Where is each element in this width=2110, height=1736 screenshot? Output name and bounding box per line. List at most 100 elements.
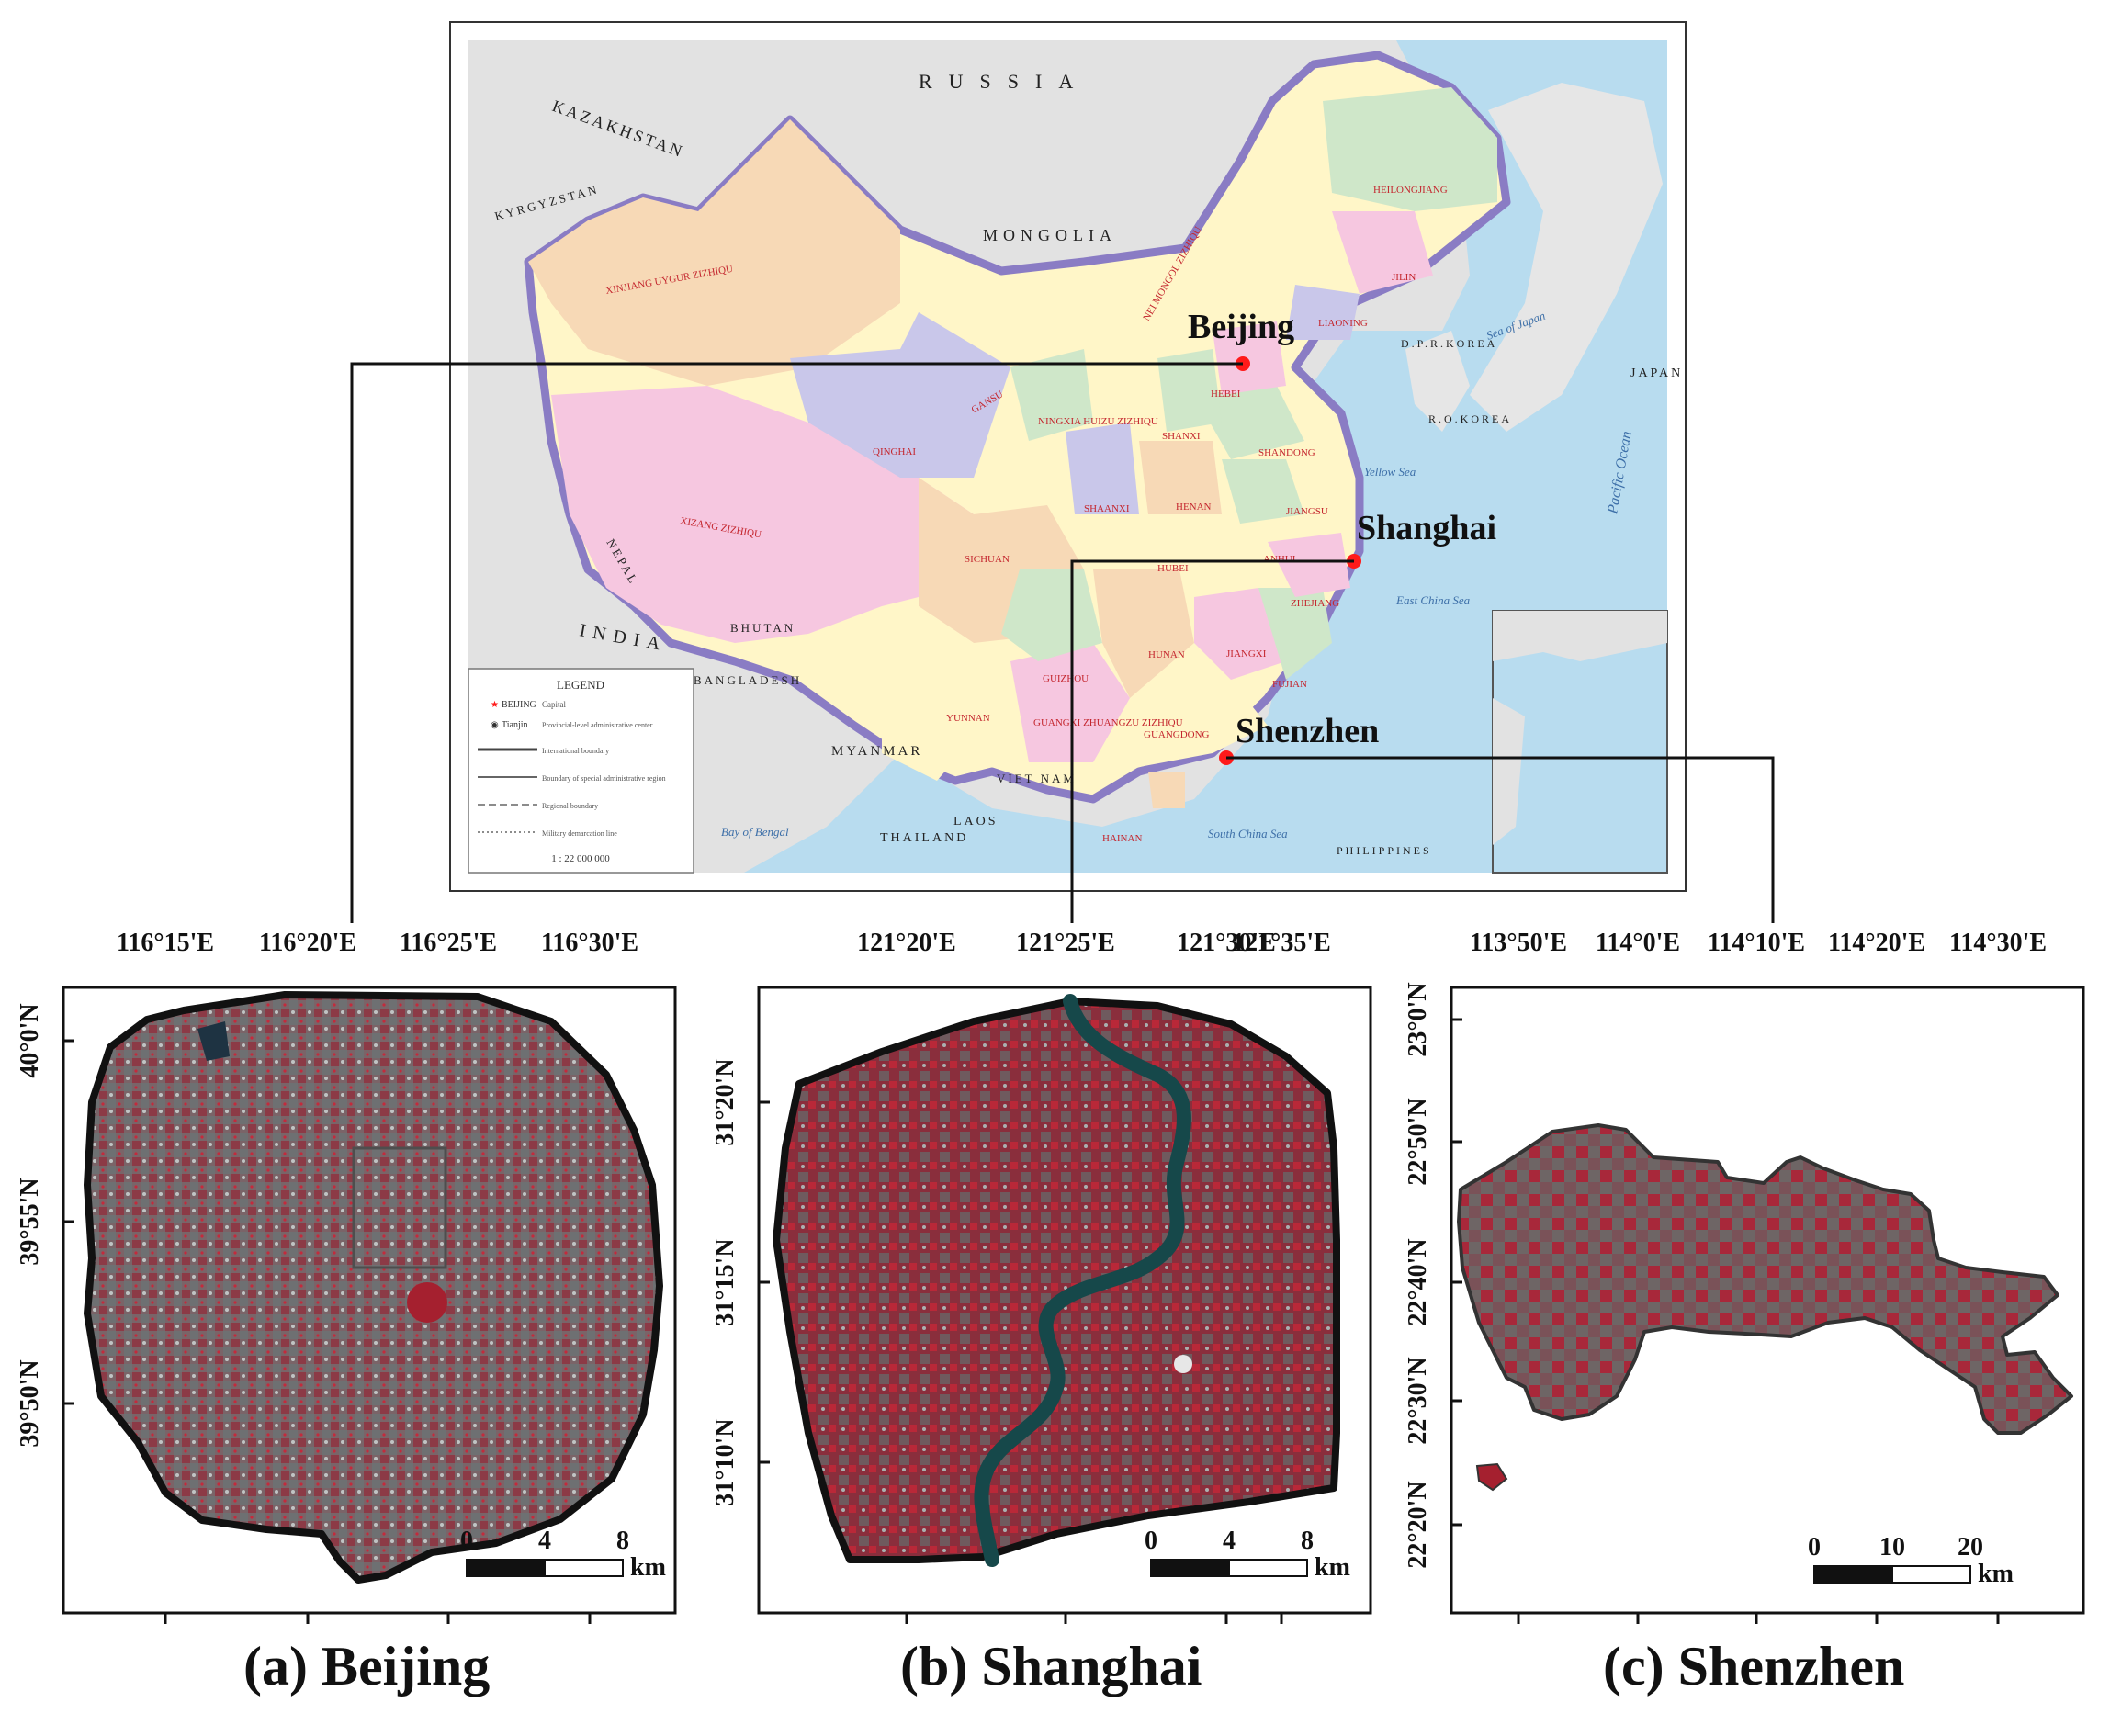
- korea-land: [1405, 331, 1470, 432]
- label-shandong: SHANDONG: [1258, 447, 1315, 458]
- scale-label: 8: [1301, 1527, 1314, 1555]
- legend-item-3: Boundary of special administrative regio…: [542, 774, 666, 783]
- legend-capital-symbol: ★: [491, 700, 499, 710]
- scale-bar-dark: [1813, 1565, 1893, 1584]
- province-shaanxi: [1066, 423, 1139, 514]
- y-tick-label: 39°55'N: [16, 1178, 44, 1265]
- legend-capital-label: BEIJING: [502, 700, 536, 710]
- label-vietnam: VIET NAM: [997, 772, 1077, 785]
- legend-title: LEGEND: [557, 678, 604, 692]
- province-xinjiang: [528, 119, 900, 386]
- scale-bar-light: [1891, 1565, 1971, 1584]
- label-henan: HENAN: [1176, 502, 1212, 513]
- shanghai-bright-spot: [1174, 1355, 1192, 1373]
- scale-label: 4: [1223, 1527, 1236, 1555]
- label-jiangsu: JIANGSU: [1286, 506, 1328, 517]
- label-sichuan: SICHUAN: [965, 554, 1010, 565]
- caption-beijing: (a) Beijing: [243, 1636, 491, 1697]
- label-guangdong: GUANGDONG: [1144, 729, 1210, 740]
- province-yunnan: [882, 606, 992, 781]
- label-rok: R.O.KOREA: [1428, 412, 1512, 425]
- label-shaanxi: SHAANXI: [1084, 503, 1130, 514]
- label-yellow-sea: Yellow Sea: [1364, 465, 1416, 479]
- province-hubei: [1093, 514, 1194, 569]
- label-hainan: HAINAN: [1102, 833, 1142, 844]
- scale-bar-light: [1228, 1559, 1308, 1577]
- label-heilongjiang: HEILONGJIANG: [1373, 185, 1448, 196]
- shenzhen-island: [1475, 1462, 1508, 1492]
- axes-layer: 116°15'E 116°20'E 116°25'E 116°30'E 40°0'N 39…: [16, 929, 2047, 1624]
- province-heilongjiang: [1323, 87, 1497, 211]
- scale-label: 0: [460, 1527, 473, 1555]
- y-tick-label: 22°40'N: [1404, 1238, 1432, 1325]
- connector-shenzhen: [1226, 756, 1775, 923]
- beijing-park: [407, 1282, 447, 1323]
- label-guizhou: GUIZHOU: [1043, 673, 1089, 684]
- province-shanxi: [1157, 349, 1222, 432]
- label-mongolia: MONGOLIA: [983, 226, 1117, 244]
- label-hunan: HUNAN: [1148, 649, 1185, 660]
- y-tick-label: 22°50'N: [1404, 1098, 1432, 1185]
- province-shandong: [1194, 386, 1304, 459]
- caption-shenzhen: (c) Shenzhen: [1603, 1636, 1905, 1697]
- legend-scale: 1 : 22 000 000: [551, 853, 610, 864]
- label-jiangxi: JIANGXI: [1226, 648, 1267, 659]
- caption-shanghai: (b) Shanghai: [900, 1636, 1202, 1697]
- label-jilin: JILIN: [1392, 272, 1416, 283]
- province-fujian: [1258, 588, 1332, 680]
- label-myanmar: MYANMAR: [831, 744, 922, 759]
- label-hebei: HEBEI: [1211, 389, 1241, 400]
- scale-label: 20: [1958, 1533, 1983, 1561]
- province-xizang: [551, 386, 974, 643]
- beijing-water: [197, 1021, 230, 1061]
- label-ningxia: NINGXIA HUIZU ZIZHIQU: [1038, 416, 1158, 427]
- y-tick-label: 31°20'N: [711, 1058, 739, 1145]
- beijing-ring-road: [352, 1146, 447, 1269]
- panel-shanghai: [757, 986, 1372, 1615]
- x-tick-label: 114°30'E: [1949, 929, 2047, 957]
- beijing-imagery: [84, 991, 663, 1584]
- panel-beijing: [62, 986, 677, 1615]
- scale-bar-dark: [1150, 1559, 1230, 1577]
- y-tick-label: 22°20'N: [1404, 1481, 1432, 1568]
- shanghai-imagery: [773, 998, 1340, 1563]
- callout-shenzhen: Shenzhen: [1236, 712, 1379, 750]
- shenzhen-imagery: [1457, 1123, 2073, 1435]
- scale-unit: km: [630, 1553, 666, 1582]
- label-laos: LAOS: [953, 815, 999, 829]
- label-east-china-sea: East China Sea: [1395, 593, 1471, 607]
- y-tick-label: 31°10'N: [711, 1418, 739, 1505]
- province-guangxi: [1010, 643, 1130, 762]
- scale-label: 8: [616, 1527, 629, 1555]
- label-south-china-sea: South China Sea: [1208, 827, 1288, 840]
- x-tick-label: 121°25'E: [1016, 929, 1115, 957]
- legend-city-symbol: ◉: [491, 720, 499, 730]
- legend-item-4: Regional boundary: [542, 802, 598, 810]
- legend-item-5: Military demarcation line: [542, 829, 617, 838]
- label-anhui: ANHUI: [1263, 554, 1296, 565]
- label-philippines: PHILIPPINES: [1337, 844, 1432, 857]
- x-tick-label: 116°20'E: [259, 929, 356, 957]
- x-tick-label: 121°35'E: [1232, 929, 1331, 957]
- province-hebei: [1213, 321, 1286, 395]
- province-liaoning: [1286, 285, 1360, 340]
- panel-shenzhen: [1450, 986, 2085, 1615]
- label-dprk: D.P.R.KOREA: [1401, 337, 1497, 350]
- province-jiangxi: [1194, 588, 1286, 680]
- x-tick-label: 121°20'E: [857, 929, 956, 957]
- connector-shanghai: [1070, 559, 1354, 923]
- label-guangxi: GUANGXI ZHUANGZU ZIZHIQU: [1033, 717, 1183, 728]
- x-tick-label: 116°25'E: [400, 929, 497, 957]
- overview-map: LEGEND ★ BEIJING Capital ◉ Tianjin Provi…: [449, 21, 1687, 892]
- label-japan: JAPAN: [1630, 366, 1683, 380]
- province-guizhou: [1001, 569, 1102, 661]
- x-tick-label: 113°50'E: [1470, 929, 1567, 957]
- legend-item-0: Capital: [542, 700, 566, 709]
- japan-land: [1470, 83, 1663, 432]
- scale-label: 10: [1879, 1533, 1905, 1561]
- label-zhejiang: ZHEJIANG: [1291, 598, 1339, 609]
- province-gansu: [1010, 349, 1093, 441]
- scale-label: 0: [1145, 1527, 1157, 1555]
- label-yunnan: YUNNAN: [946, 713, 990, 724]
